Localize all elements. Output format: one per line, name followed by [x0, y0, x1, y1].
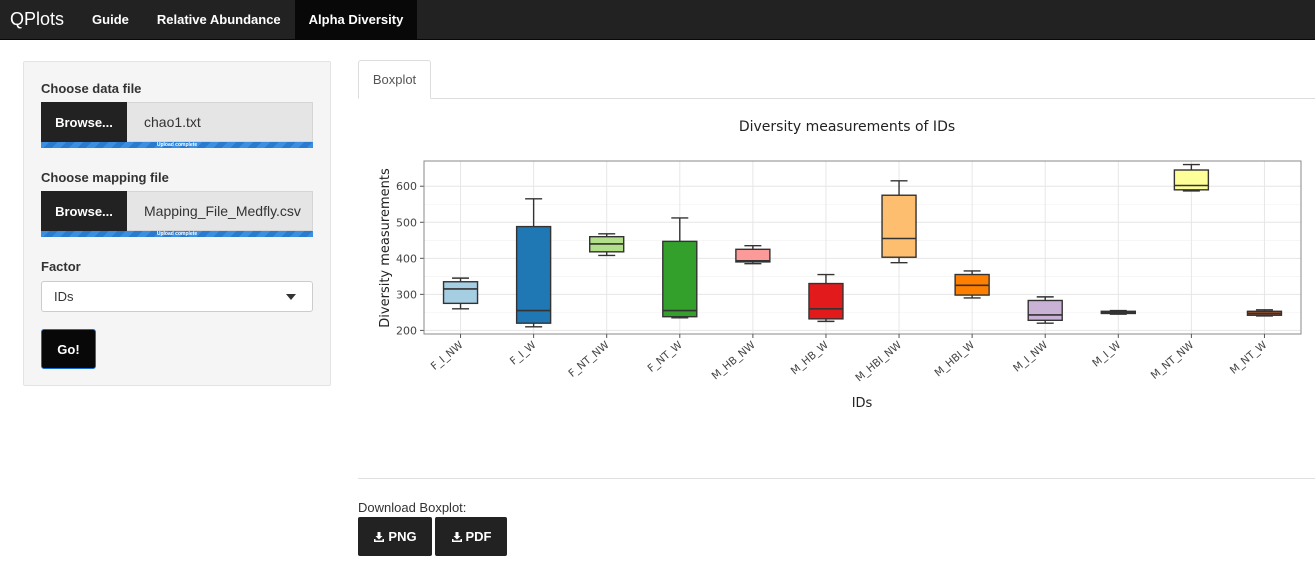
- y-tick-label: 300: [396, 288, 417, 301]
- x-tick-label: F_I_W: [508, 339, 539, 368]
- factor-select[interactable]: IDs: [41, 281, 313, 312]
- download-png-button[interactable]: PNG: [358, 517, 432, 556]
- x-tick-label: F_I_NW: [429, 339, 466, 373]
- x-tick-label: F_NT_NW: [566, 339, 612, 380]
- data-file-input: Browse... chao1.txt: [41, 102, 313, 142]
- nav-guide[interactable]: Guide: [92, 12, 129, 27]
- y-tick-label: 600: [396, 180, 417, 193]
- box-F_I_W: [515, 225, 552, 324]
- download-png-label: PNG: [388, 529, 417, 544]
- x-tick-label: M_HB_NW: [710, 339, 759, 383]
- mapping-file-browse-button[interactable]: Browse...: [41, 191, 127, 231]
- data-file-label: Choose data file: [41, 81, 142, 96]
- nav-alpha-diversity[interactable]: Alpha Diversity: [294, 0, 418, 39]
- download-label: Download Boxplot:: [358, 500, 467, 515]
- download-pdf-button[interactable]: PDF: [435, 517, 507, 556]
- factor-selected-value: IDs: [54, 289, 74, 304]
- box-M_HBI_NW: [881, 194, 917, 258]
- mapping-file-input: Browse... Mapping_File_Medfly.csv: [41, 191, 313, 231]
- chart-x-axis-label: IDs: [852, 396, 873, 411]
- box-F_NT_W: [662, 240, 698, 318]
- data-file-browse-button[interactable]: Browse...: [41, 102, 127, 142]
- data-file-progress-bar: Upload complete: [41, 142, 313, 148]
- sidebar-panel: Choose data file Browse... chao1.txt Upl…: [23, 61, 331, 386]
- x-tick-label: M_NT_NW: [1149, 339, 1197, 382]
- box-M_I_NW: [1027, 299, 1063, 322]
- mapping-file-progress-bar: Upload complete: [41, 231, 313, 237]
- mapping-file-label: Choose mapping file: [41, 170, 169, 185]
- download-icon: [374, 531, 385, 542]
- plot-border: [423, 160, 1302, 335]
- tab-divider: [358, 98, 1315, 99]
- download-pdf-label: PDF: [465, 529, 492, 544]
- go-button[interactable]: Go!: [41, 329, 96, 369]
- boxplot-chart: Diversity measurements of IDs Diversity …: [378, 119, 1302, 411]
- x-tick-label: M_HBI_NW: [853, 339, 904, 385]
- y-tick-label: 500: [396, 216, 417, 229]
- section-divider: [358, 478, 1315, 479]
- mapping-file-name-field[interactable]: Mapping_File_Medfly.csv: [127, 191, 313, 231]
- brand-logo[interactable]: QPlots: [10, 9, 65, 29]
- tab-boxplot[interactable]: Boxplot: [358, 60, 431, 99]
- caret-down-icon: [286, 294, 296, 300]
- box-M_HB_W: [808, 282, 844, 320]
- data-file-name-field[interactable]: chao1.txt: [127, 102, 313, 142]
- box-M_HB_NW: [735, 248, 771, 263]
- chart-title: Diversity measurements of IDs: [739, 119, 955, 135]
- x-tick-label: F_NT_W: [645, 339, 685, 375]
- x-tick-label: M_HB_W: [789, 339, 832, 378]
- factor-label: Factor: [41, 259, 81, 274]
- top-navbar: QPlots Guide Relative Abundance Alpha Di…: [0, 0, 1315, 40]
- x-tick-label: M_HBI_W: [932, 339, 977, 380]
- nav-relative-abundance[interactable]: Relative Abundance: [156, 12, 281, 27]
- x-tick-label: M_I_W: [1090, 339, 1123, 370]
- box-M_NT_NW: [1173, 169, 1210, 191]
- x-tick-label: M_I_NW: [1011, 339, 1051, 375]
- box-F_I_NW: [442, 281, 479, 305]
- plot-panel: [424, 161, 1301, 334]
- chart-y-axis-label: Diversity measurements: [378, 168, 393, 328]
- y-tick-label: 200: [396, 324, 417, 337]
- y-tick-label: 400: [396, 252, 417, 265]
- plot-area: 200 300 400 500 600 F_I_NW F_I_W F_NT_NW F_NT_W M…: [396, 160, 1302, 385]
- x-tick-label: M_NT_W: [1228, 339, 1270, 377]
- download-icon: [451, 531, 462, 542]
